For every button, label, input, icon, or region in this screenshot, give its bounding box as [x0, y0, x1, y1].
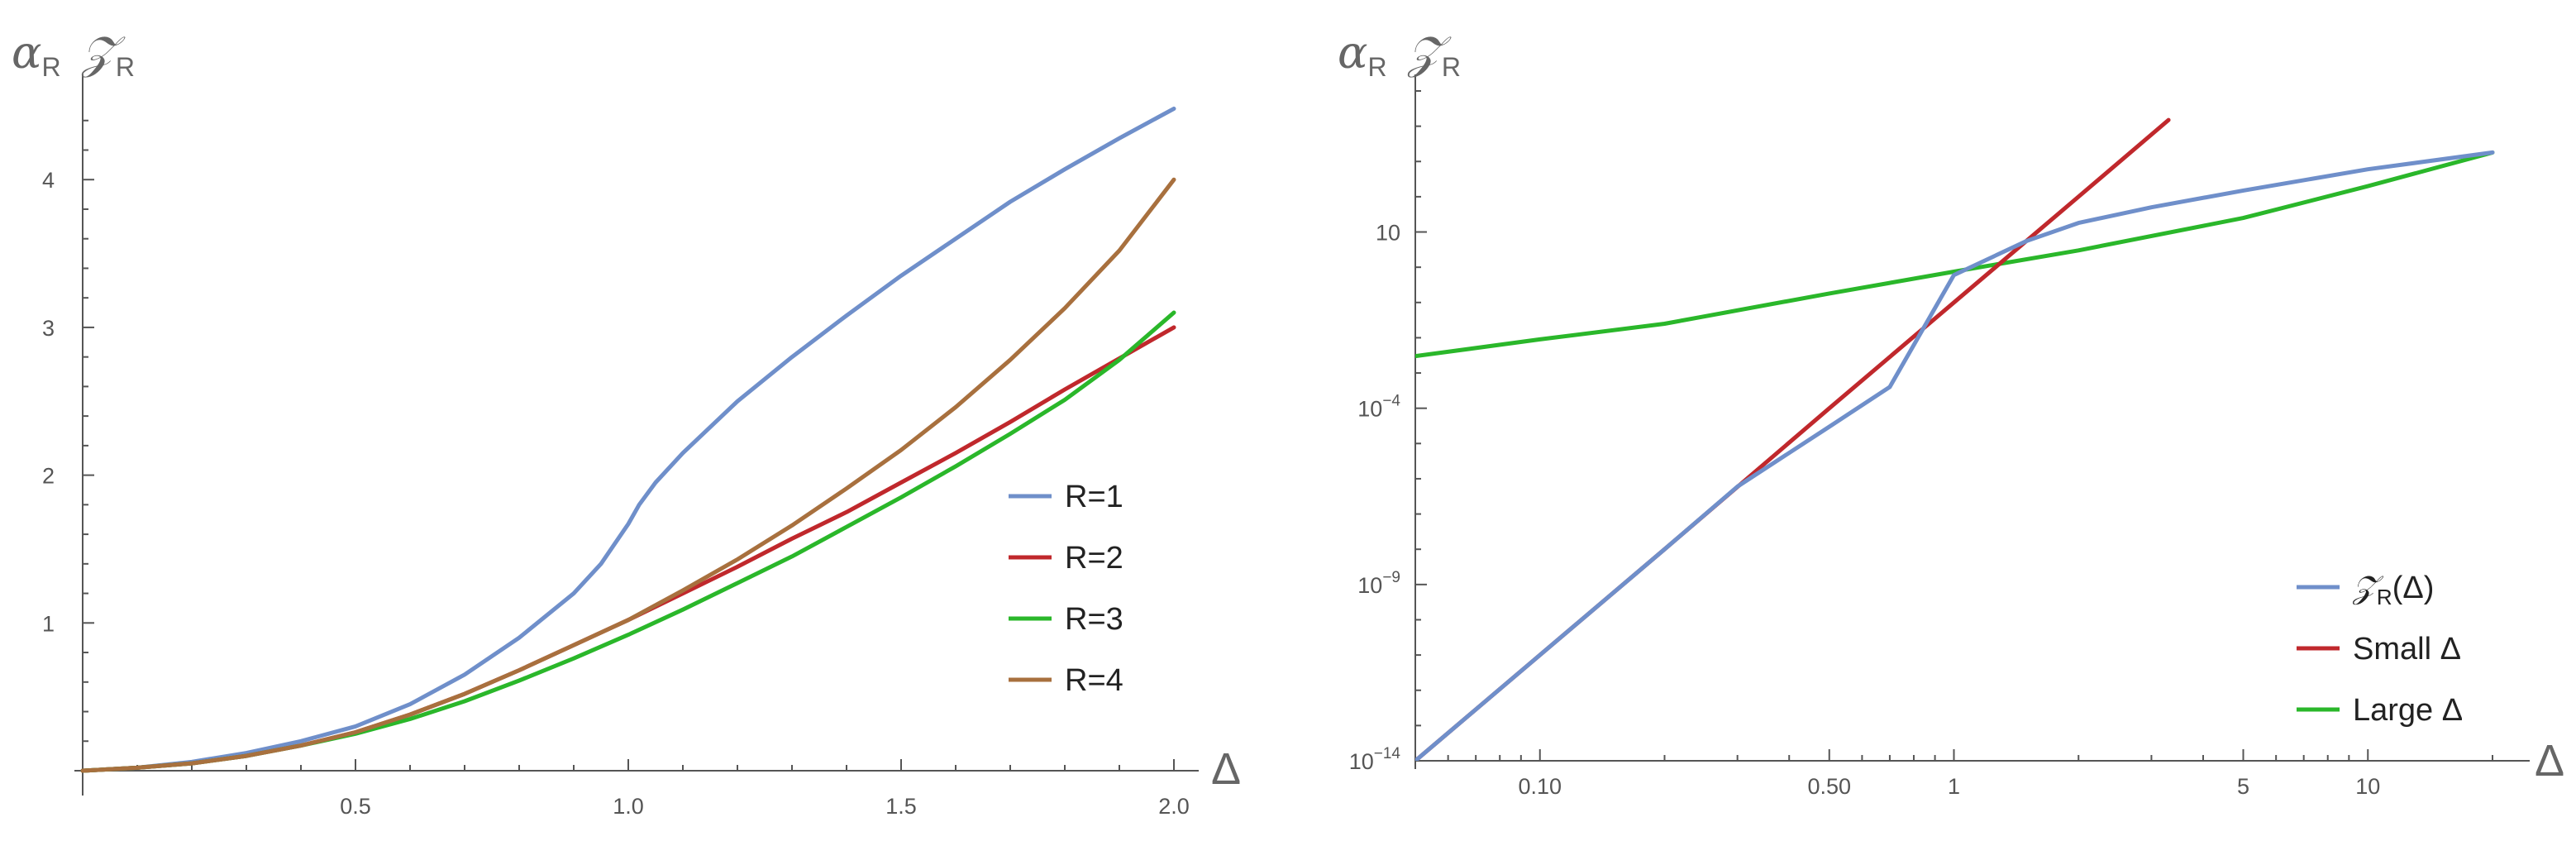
legend-label-left: R=4 [1065, 663, 1123, 698]
y-tick-label-left: 3 [42, 316, 55, 341]
y-axis-label-left: αR 𝒵R [12, 26, 135, 82]
series-line-r2 [80, 325, 1176, 773]
chart-right: 0.10 0.50 1 5 10 10−14 10−9 10−4 10 αR 𝒵R Δ 𝒵R(Δ) Sm… [1338, 26, 2564, 799]
x-tick-label-right: 0.10 [1518, 774, 1562, 799]
y-tick-label-left: 4 [42, 168, 55, 193]
y-tick-label-right: 10−14 [1349, 745, 1401, 774]
legend-label-left: R=2 [1065, 541, 1123, 576]
y-tick-label-left: 1 [42, 611, 55, 636]
y-tick-label-right: 10−9 [1357, 569, 1400, 598]
legend-label-right: 𝒵R(Δ) [2352, 569, 2434, 609]
legend-label-right: Small Δ [2353, 632, 2461, 667]
series-line-r3 [80, 310, 1176, 773]
chart-left: 0.5 1.0 1.5 2.0 1 2 3 4 αR 𝒵R Δ R=1 R=2 R=3 R=4 [12, 26, 1241, 819]
series-line-r4 [80, 177, 1176, 773]
x-tick-label-left: 0.5 [340, 794, 371, 819]
x-axis-label-right: Δ [2535, 736, 2564, 786]
legend-label-right: Large Δ [2353, 693, 2463, 728]
legend-label-left: R=1 [1065, 480, 1123, 514]
x-axis-label-left: Δ [1211, 744, 1241, 794]
series-line-r1 [80, 106, 1176, 773]
y-axis-label-right: αR 𝒵R [1338, 26, 1461, 82]
x-tick-label-right: 10 [2355, 774, 2380, 799]
legend-label-left: R=3 [1065, 602, 1123, 637]
y-tick-label-right: 10 [1376, 221, 1400, 246]
x-tick-label-left: 1.5 [885, 794, 917, 819]
y-tick-label-left: 2 [42, 464, 55, 489]
x-tick-label-left: 1.0 [613, 794, 644, 819]
series-line-large-delta [1415, 150, 2495, 359]
x-tick-label-right: 0.50 [1807, 774, 1851, 799]
x-tick-label-right: 5 [2237, 774, 2249, 799]
y-tick-label-right: 10−4 [1357, 393, 1400, 422]
x-tick-label-right: 1 [1948, 774, 1960, 799]
x-tick-label-left: 2.0 [1158, 794, 1190, 819]
series-line-z-r [1415, 150, 2495, 761]
